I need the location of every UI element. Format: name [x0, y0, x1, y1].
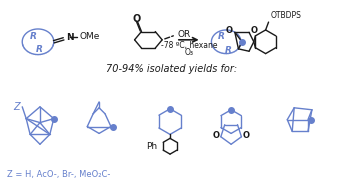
Text: O: O — [251, 26, 258, 35]
Text: R: R — [30, 32, 37, 41]
Text: Ph: Ph — [146, 142, 157, 151]
Text: OR: OR — [178, 30, 191, 39]
Text: R: R — [218, 32, 225, 41]
Text: O: O — [243, 131, 249, 140]
Text: O: O — [132, 14, 141, 24]
Text: OMe: OMe — [79, 32, 100, 41]
Text: N: N — [67, 33, 74, 42]
Text: Z: Z — [14, 102, 20, 112]
Text: O₃: O₃ — [184, 48, 193, 57]
Text: O: O — [226, 26, 233, 35]
Text: Z = H, AcO-, Br-, MeO₂C-: Z = H, AcO-, Br-, MeO₂C- — [8, 170, 111, 179]
Text: O: O — [213, 131, 220, 140]
Text: 70-94% isolated yields for:: 70-94% isolated yields for: — [107, 64, 238, 74]
Text: R: R — [36, 45, 42, 54]
Text: OTBDPS: OTBDPS — [270, 11, 302, 20]
Text: -78 ºC, hexane: -78 ºC, hexane — [160, 41, 217, 50]
Text: R: R — [225, 46, 231, 55]
